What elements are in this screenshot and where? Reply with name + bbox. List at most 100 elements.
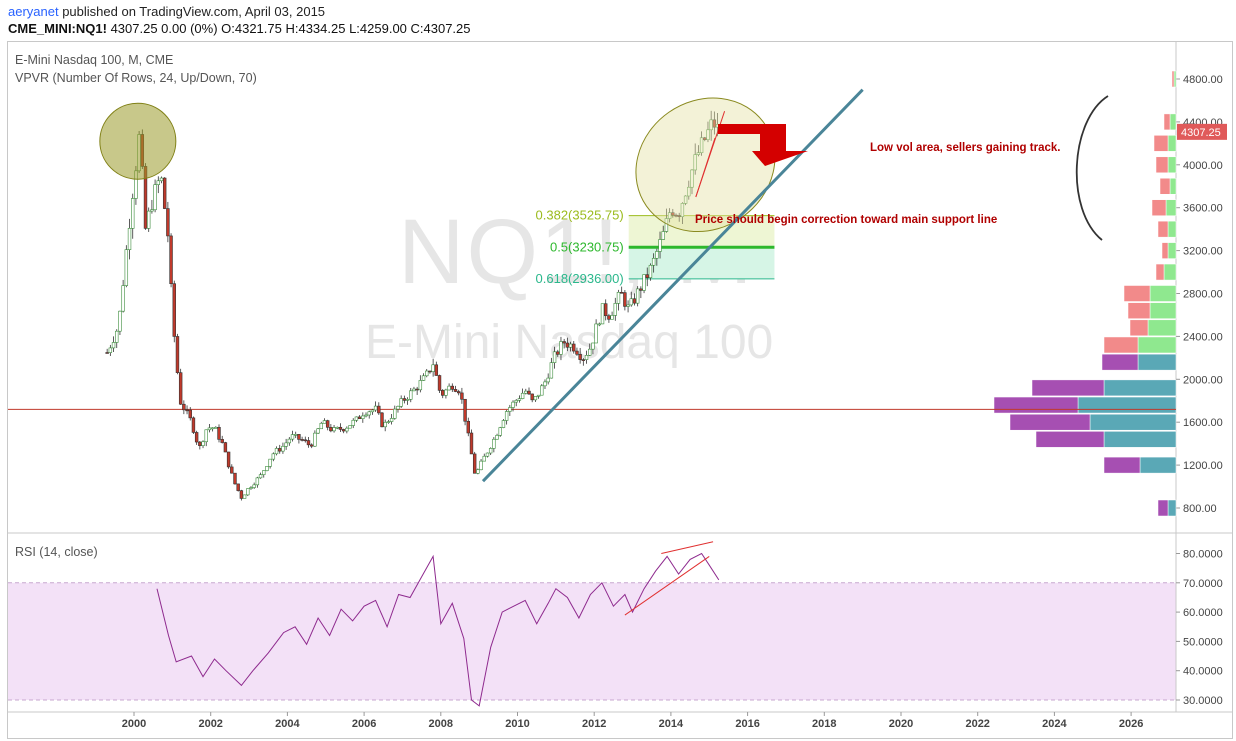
candle-body [677,215,681,218]
candle-body [540,385,544,396]
rsi-tick-label: 70.0000 [1183,578,1223,590]
candle-body [690,169,694,188]
candle-body [242,494,247,499]
volume-profile-up-bar [1167,242,1177,259]
candle-body [629,298,633,306]
candle-body [357,416,362,419]
x-tick-label: 2020 [889,718,913,730]
candle-body [508,407,512,412]
candle-body [325,420,330,428]
symbol-label: CME_MINI:NQ1! [8,21,107,36]
candle-body [313,432,317,447]
candle-body [635,288,640,304]
candle-body [639,288,643,291]
x-tick-label: 2000 [122,718,146,730]
volume-profile-up-bar [1089,413,1177,431]
candle-body [316,428,320,434]
chart-frame[interactable] [7,41,1233,739]
candle-body [115,330,119,343]
volume-profile-up-bar [1149,302,1177,319]
volume-profile-up-bar [1167,135,1177,152]
candle-body [626,304,630,307]
candle-body [348,425,352,429]
candle-body [520,392,525,399]
candle-body [319,422,323,430]
volume-profile-down-bar [1155,263,1165,281]
candle-body [162,177,167,209]
volume-profile-down-bar [1161,242,1169,259]
candle-body [380,412,384,428]
candle-body [674,214,678,217]
candle-body [543,381,547,387]
rsi-tick-label: 30.0000 [1183,695,1223,707]
main-legend[interactable]: E-Mini Nasdaq 100, M, CME [15,53,174,67]
x-tick-label: 2008 [429,718,453,730]
candle-body [284,442,288,447]
candle-body [281,445,285,452]
volume-profile-up-bar [1077,396,1177,414]
y-tick-label: 2000.00 [1183,374,1223,386]
volume-profile-down-bar [1127,302,1151,319]
candle-body [156,180,160,185]
author-link[interactable]: aeryanet [8,4,59,19]
candle-body [322,420,327,424]
candle-body [226,451,231,468]
candle-body [437,375,442,391]
volume-profile-down-bar [1101,353,1139,371]
candle-body [536,394,541,397]
candle-body [415,388,419,391]
x-tick-label: 2024 [1042,718,1067,730]
candle-body [262,470,266,475]
rsi-legend[interactable]: RSI (14, close) [15,545,98,559]
candle-body [511,401,515,408]
candle-body [607,315,611,320]
rsi-line [156,552,720,707]
volume-profile-down-bar [1155,156,1169,174]
candle-body [552,351,557,363]
volume-profile-up-bar [1103,379,1177,397]
vpvr-legend[interactable]: VPVR (Number Of Rows, 24, Up/Down, 70) [15,71,257,85]
candle-body [712,119,717,128]
rsi-band [8,582,1176,700]
candle-body [239,490,244,499]
candle-body [476,469,480,474]
y-tick-label: 3600.00 [1183,203,1223,215]
candle-body [127,228,132,250]
candle-body [335,426,339,429]
candle-body [703,137,707,140]
volume-profile-up-bar [1137,353,1177,371]
candle-body [524,390,528,394]
candle-body [361,415,365,419]
candle-body [175,336,180,373]
candle-body [425,370,429,377]
x-tick-label: 2002 [198,718,222,730]
main-support-trendline [481,88,864,483]
candle-body [255,477,260,486]
fib-level-label: 0.382(3525.75) [536,208,624,223]
candle-body [412,388,416,392]
volume-profile-down-bar [1157,220,1169,238]
candle-body [706,129,710,140]
fib-level-label: 0.5(3230.75) [550,239,624,254]
volume-profile-down-bar [1129,319,1149,337]
candle-body [303,439,307,442]
candle-body [182,403,186,411]
volume-profile-down-bar [1153,135,1169,152]
volume-profile-up-bar [1163,263,1177,281]
candle-body [469,432,474,455]
candle-body [108,347,113,353]
candle-body [466,420,470,434]
candle-body [290,434,295,440]
quote-line: CME_MINI:NQ1! 4307.25 0.00 (0%) O:4321.7… [8,21,471,36]
candle-body [338,426,343,430]
volume-profile-down-bar [1031,379,1105,397]
candle-body [588,348,592,356]
y-tick-label: 4800.00 [1183,74,1223,86]
candle-body [565,342,570,348]
candle-body [230,466,234,474]
candle-body [121,285,125,312]
candle-body [169,235,173,285]
candle-body [185,409,189,412]
fib-level-label: 0.618(2936.00) [536,271,624,286]
